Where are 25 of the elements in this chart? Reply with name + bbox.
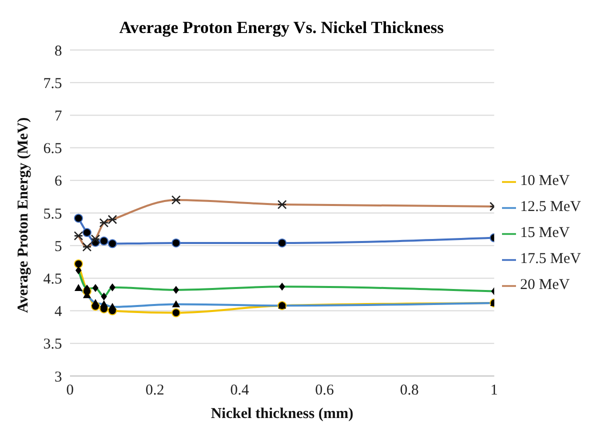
y-tick-label: 7.5 xyxy=(43,76,62,92)
y-tick-label: 5 xyxy=(54,238,62,255)
x-tick-label: 0.2 xyxy=(145,382,164,399)
y-axis-title: Average Proton Energy (MeV) xyxy=(15,117,32,313)
chart-title: Average Proton Energy Vs. Nickel Thickness xyxy=(118,17,445,38)
legend-label: 17.5 MeV xyxy=(520,251,581,267)
legend-label: 15 MeV xyxy=(520,225,570,241)
y-tick-label: 7 xyxy=(54,108,62,125)
x-tick-label: 0.6 xyxy=(315,382,334,399)
y-tick-label: 3 xyxy=(54,369,62,386)
x-tick-label: 0 xyxy=(66,382,74,399)
x-tick-label: 0.4 xyxy=(230,382,250,399)
x-tick-label: 0.8 xyxy=(400,382,419,399)
y-tick-label: 6.5 xyxy=(43,141,62,158)
legend-label: 10 MeV xyxy=(520,173,570,189)
legend-label: 12.5 MeV xyxy=(520,199,581,215)
y-tick-label: 5.5 xyxy=(43,206,62,222)
y-tick-label: 4 xyxy=(54,304,62,320)
legend-label: 20 MeV xyxy=(520,277,570,293)
y-tick-label: 8 xyxy=(54,43,62,60)
y-tick-label: 3.5 xyxy=(43,336,62,353)
y-tick-label: 6 xyxy=(54,174,62,190)
y-tick-label: 4.5 xyxy=(43,272,62,288)
x-tick-label: 1 xyxy=(490,382,498,399)
x-axis-title: Nickel thickness (mm) xyxy=(210,406,354,422)
